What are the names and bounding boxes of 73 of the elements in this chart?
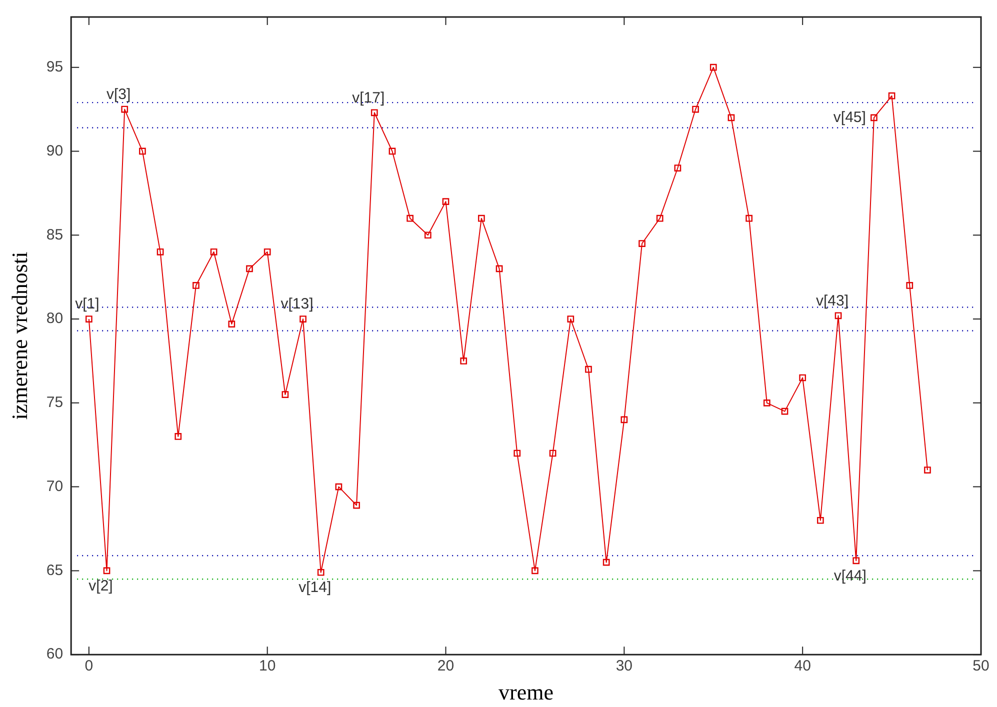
point: [638, 240, 646, 247]
point: [620, 416, 628, 424]
point: [834, 312, 842, 320]
point: [156, 248, 164, 256]
point: [549, 450, 556, 457]
y-tick-label: 80: [46, 310, 64, 328]
annotation: v[13]: [280, 296, 314, 313]
point: [728, 114, 735, 122]
point: [210, 248, 218, 256]
point: [763, 399, 770, 406]
point: [710, 64, 717, 71]
x-axis-title: vreme: [498, 680, 554, 705]
point: [656, 214, 664, 222]
y-tick-label: 60: [46, 646, 64, 663]
annotation: v[2]: [88, 577, 113, 594]
point: [442, 198, 450, 205]
annotation: v[1]: [75, 296, 100, 313]
point: [924, 466, 931, 474]
y-tick-label: 65: [46, 562, 64, 579]
point: [692, 106, 699, 113]
y-axis-title: izmerene vrednosti: [6, 252, 32, 420]
point: [103, 567, 110, 574]
point: [317, 568, 324, 576]
point: [746, 214, 752, 222]
x-tick-label: 50: [972, 658, 990, 675]
point: [906, 282, 914, 289]
point: [139, 148, 146, 155]
point: [406, 214, 414, 222]
point: [532, 567, 538, 574]
point: [460, 358, 468, 364]
y-tick-label: 90: [46, 142, 64, 160]
point: [282, 391, 289, 398]
point: [514, 450, 521, 457]
annotation: v[17]: [352, 89, 385, 106]
y-tick-label: 75: [46, 394, 64, 412]
point: [264, 248, 271, 256]
annotation: v[44]: [834, 567, 866, 584]
point: [496, 265, 503, 272]
point: [478, 214, 485, 222]
point: [852, 557, 860, 564]
point: [781, 408, 788, 415]
point: [388, 148, 396, 155]
y-tick-label: 95: [46, 58, 64, 76]
point: [817, 516, 824, 524]
x-tick-label: 40: [794, 658, 811, 675]
point: [567, 316, 574, 322]
point: [246, 265, 253, 272]
point: [174, 433, 182, 440]
point: [870, 114, 878, 122]
x-tick-label: 10: [258, 658, 276, 675]
y-tick-label: 85: [46, 226, 64, 244]
x-tick-label: 20: [437, 658, 454, 675]
point: [424, 232, 432, 239]
point: [353, 502, 360, 509]
annotation: v[43]: [816, 292, 849, 310]
point: [799, 374, 806, 382]
annotation: v[45]: [833, 108, 866, 126]
x-tick-label: 0: [84, 658, 94, 675]
point: [888, 92, 896, 100]
x-tick-label: 30: [616, 658, 633, 675]
point: [585, 366, 592, 373]
point: [335, 483, 342, 490]
point: [121, 106, 128, 113]
point: [192, 282, 200, 289]
annotation: v[3]: [106, 86, 131, 103]
point: [674, 164, 682, 172]
point: [602, 558, 610, 566]
point: [300, 316, 306, 322]
y-tick-label: 70: [46, 478, 64, 495]
point: [228, 320, 236, 328]
annotation: v[14]: [298, 579, 332, 596]
point: [370, 109, 378, 116]
point: [86, 316, 92, 322]
